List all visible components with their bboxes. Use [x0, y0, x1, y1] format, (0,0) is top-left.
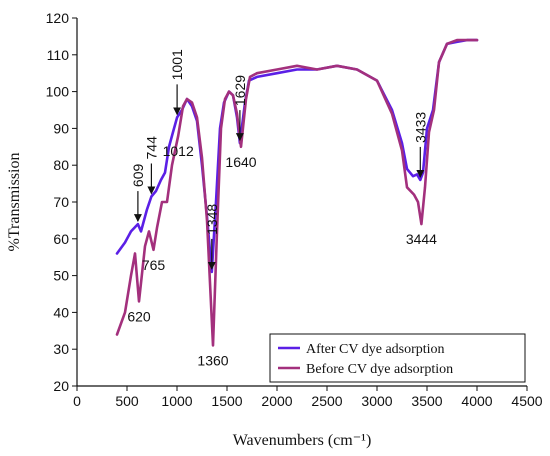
x-tick-label: 3000 [361, 393, 392, 409]
annotation-label: 1360 [197, 353, 228, 369]
annotation-label: 744 [143, 136, 159, 160]
legend-label: Before CV dye adsorption [306, 362, 453, 377]
legend: After CV dye adsorption Before CV dye ads… [269, 333, 526, 383]
series-line [115, 38, 479, 347]
y-tick-label: 100 [46, 84, 70, 100]
annotation-label: 1012 [163, 143, 194, 159]
y-tick-label: 20 [53, 378, 69, 394]
x-tick-label: 500 [115, 393, 139, 409]
peak-annotations: 609 744 1001 1348 1629 3433 620 765 1012 1360 1640… [127, 49, 437, 369]
annotation-label: 1001 [169, 49, 185, 80]
x-axis-title: Wavenumbers (cm⁻¹) [233, 432, 372, 449]
annotation-label: 609 [130, 164, 146, 188]
annotation-label: 1640 [225, 154, 256, 170]
annotation-label: 620 [127, 308, 151, 324]
x-tick-label: 1000 [161, 393, 192, 409]
annotation-label: 3433 [412, 112, 428, 143]
y-tick-label: 30 [53, 341, 69, 357]
x-tick-label: 0 [73, 393, 81, 409]
annotation-label: 3444 [406, 231, 437, 247]
x-tick-label: 4500 [511, 393, 542, 409]
y-tick-label: 120 [46, 10, 70, 26]
y-tick-label: 90 [53, 120, 69, 136]
x-tick-label: 1500 [211, 393, 242, 409]
y-tick-label: 110 [47, 47, 70, 63]
annotation-label: 1629 [232, 75, 248, 106]
y-axis-title: %Transmission [6, 153, 23, 252]
legend-box [269, 333, 526, 383]
x-tick-label: 4000 [461, 393, 492, 409]
y-tick-label: 40 [53, 304, 69, 320]
axes: 0 500 1000 1500 2000 2500 3000 3500 4000 4500 20 30… [46, 10, 543, 409]
x-tick-label: 3500 [411, 393, 442, 409]
x-tick-label: 2000 [261, 393, 292, 409]
annotation-label: 765 [142, 257, 166, 273]
legend-label: After CV dye adsorption [306, 342, 445, 357]
annotation-label: 1348 [204, 204, 220, 235]
series-lines [115, 38, 479, 347]
y-tick-label: 50 [53, 268, 69, 284]
y-tick-label: 70 [53, 194, 69, 210]
y-tick-label: 80 [53, 157, 69, 173]
x-tick-label: 2500 [311, 393, 342, 409]
y-tick-label: 60 [53, 231, 69, 247]
